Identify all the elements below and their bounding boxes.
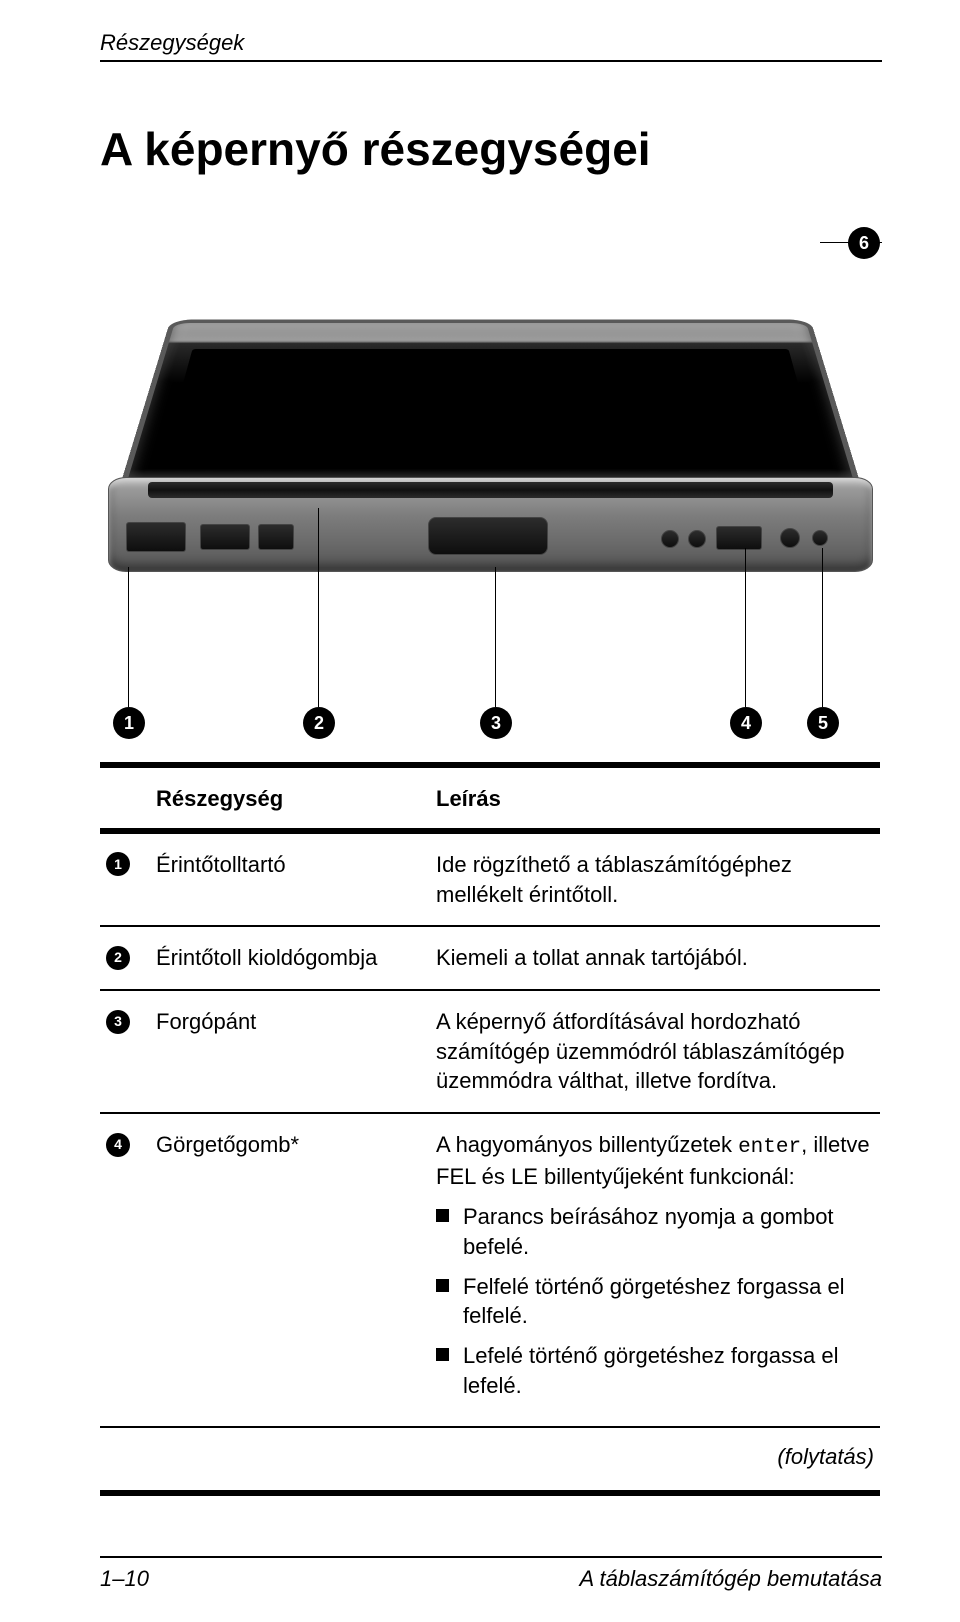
bullet-item: Felfelé történő görgetéshez forgassa el … [436,1272,874,1331]
port-icon [126,522,186,552]
components-table: Részegység Leírás 1 Érintőtolltartó Ide … [100,762,880,1496]
footer-rule [100,1556,882,1558]
header-rule [100,60,882,62]
continuation-row: (folytatás) [100,1427,880,1493]
desc-intro-pre: A hagyományos billentyűzetek [436,1132,738,1157]
device-illustration: 1 2 3 4 5 6 [100,212,880,742]
callout-marker-1: 1 [113,707,145,739]
component-description: A hagyományos billentyűzetek enter, ille… [430,1113,880,1427]
table-header-description: Leírás [430,765,880,831]
row-number-badge: 2 [106,946,130,970]
footer-page-number: 1–10 [100,1566,149,1592]
desc-intro-code: enter [738,1136,801,1159]
callout-marker-6: 6 [848,227,880,259]
bullet-text: Lefelé történő görgetéshez forgassa el l… [463,1341,874,1400]
component-name: Görgetőgomb* [150,1113,430,1427]
table-bottom-rule [100,1493,880,1496]
square-bullet-icon [436,1279,449,1292]
callout-marker-5: 5 [807,707,839,739]
page-footer: 1–10 A táblaszámítógép bemutatása [100,1566,882,1592]
component-name: Érintőtolltartó [150,831,430,926]
square-bullet-icon [436,1209,449,1222]
bullet-list: Parancs beírásához nyomja a gombot befel… [436,1202,874,1400]
callout-line [822,548,823,707]
row-number-badge: 4 [106,1133,130,1157]
laptop-screen [118,320,863,492]
square-bullet-icon [436,1348,449,1361]
port-icon [812,530,828,546]
port-icon [716,526,762,550]
port-icon [258,524,294,550]
callout-line [318,508,319,707]
bullet-item: Parancs beírásához nyomja a gombot befel… [436,1202,874,1261]
callout-marker-4: 4 [730,707,762,739]
row-number-badge: 1 [106,852,130,876]
table-row: 3 Forgópánt A képernyő átfordításával ho… [100,990,880,1113]
component-name: Forgópánt [150,990,430,1113]
port-icon [661,530,679,548]
table-header-row: Részegység Leírás [100,765,880,831]
continuation-text: (folytatás) [100,1427,880,1493]
component-description: Ide rögzíthető a táblaszámítógéphez mell… [430,831,880,926]
callout-line [745,548,746,707]
laptop-hinge [148,482,833,498]
bullet-text: Parancs beírásához nyomja a gombot befel… [463,1202,874,1261]
callout-marker-3: 3 [480,707,512,739]
component-name: Érintőtoll kioldógombja [150,926,430,990]
page-title: A képernyő részegységei [100,122,882,176]
bullet-text: Felfelé történő görgetéshez forgassa el … [463,1272,874,1331]
callout-line [128,567,129,707]
table-header-blank [100,765,150,831]
latch-icon [428,517,548,555]
footer-section-title: A táblaszámítógép bemutatása [580,1566,882,1592]
laptop-body [108,212,872,582]
callout-line [495,567,496,707]
component-description: Kiemeli a tollat annak tartójából. [430,926,880,990]
port-icon [780,528,800,548]
page: Részegységek A képernyő részegységei 1 2… [0,0,960,1622]
table-row: 2 Érintőtoll kioldógombja Kiemeli a toll… [100,926,880,990]
bullet-item: Lefelé történő görgetéshez forgassa el l… [436,1341,874,1400]
port-icon [200,524,250,550]
component-description: A képernyő átfordításával hordozható szá… [430,990,880,1113]
table-row: 1 Érintőtolltartó Ide rögzíthető a tábla… [100,831,880,926]
row-number-badge: 3 [106,1010,130,1034]
port-icon [688,530,706,548]
callout-marker-2: 2 [303,707,335,739]
table-row: 4 Görgetőgomb* A hagyományos billentyűze… [100,1113,880,1427]
running-header: Részegységek [100,30,882,56]
table-header-component: Részegység [150,765,430,831]
